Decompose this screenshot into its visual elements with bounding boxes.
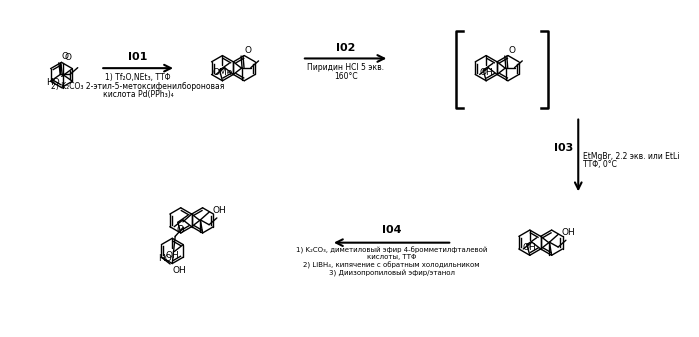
Text: OH: OH	[212, 206, 226, 215]
Text: 2) LiBH₄, кипячение с обратным холодильником: 2) LiBH₄, кипячение с обратным холодильн…	[303, 262, 480, 269]
Text: I01: I01	[129, 52, 147, 62]
Text: I02: I02	[336, 43, 355, 53]
Text: O: O	[64, 53, 71, 62]
Text: HO: HO	[46, 78, 60, 87]
Text: OH: OH	[523, 243, 537, 252]
Text: O: O	[62, 52, 69, 61]
Text: 3) Диизопропиловый эфир/этанол: 3) Диизопропиловый эфир/этанол	[329, 270, 454, 277]
Text: I03: I03	[554, 143, 573, 153]
Text: 2) K₂CO₃ 2-этил-5-метоксифенилбороновая: 2) K₂CO₃ 2-этил-5-метоксифенилбороновая	[52, 82, 225, 91]
Text: 160°C: 160°C	[333, 72, 357, 81]
Text: ТТΦ, 0°C: ТТΦ, 0°C	[583, 160, 617, 169]
Text: O: O	[509, 46, 516, 55]
Text: OH: OH	[561, 228, 575, 237]
Text: Пиридин HCl 5 экв.: Пиридин HCl 5 экв.	[307, 63, 384, 72]
Text: O: O	[176, 225, 184, 235]
Text: OH: OH	[166, 251, 179, 260]
Text: O: O	[245, 46, 252, 55]
Text: кислота Pd(PPh₃)₄: кислота Pd(PPh₃)₄	[103, 90, 173, 99]
Text: OMe: OMe	[212, 68, 233, 77]
Text: OH: OH	[172, 266, 186, 275]
Text: EtMgBr, 2.2 экв. или EtLi: EtMgBr, 2.2 экв. или EtLi	[583, 152, 679, 160]
Text: 1) Tf₂O,NEt₃, ТТΦ: 1) Tf₂O,NEt₃, ТТΦ	[106, 73, 171, 82]
Text: 1) K₂CO₃, диметиловый эфир 4-бромметилфталевой: 1) K₂CO₃, диметиловый эфир 4-бромметилфт…	[296, 247, 487, 254]
Text: OH: OH	[480, 68, 493, 77]
Text: HO: HO	[158, 254, 171, 263]
Text: I04: I04	[382, 225, 401, 235]
Text: кислоты, ТТΦ: кислоты, ТТΦ	[367, 254, 417, 260]
